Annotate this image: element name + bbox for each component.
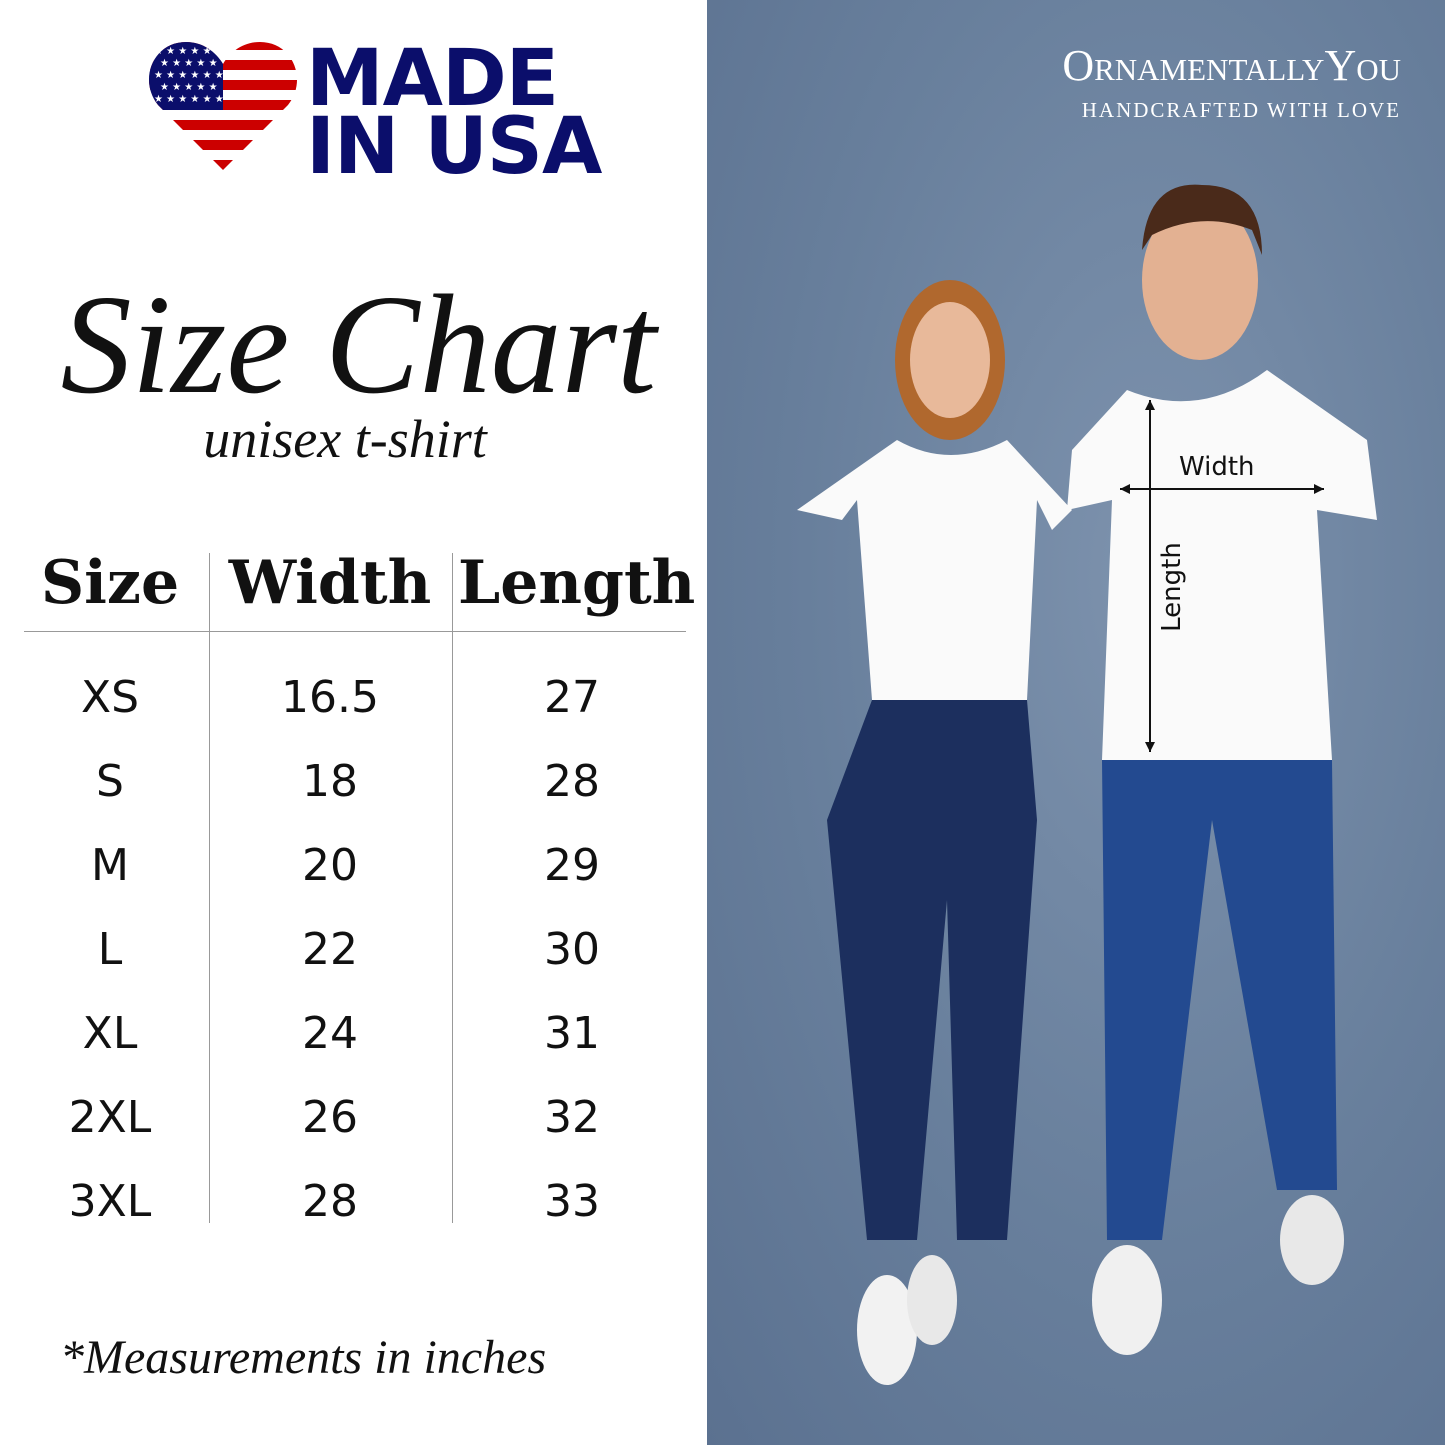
size-cell: 2XL (68, 1092, 152, 1143)
svg-text:★ ★ ★ ★ ★: ★ ★ ★ ★ ★ (160, 58, 218, 69)
made-label: MADE (306, 34, 559, 124)
svg-text:★ ★ ★ ★ ★ ★: ★ ★ ★ ★ ★ ★ (154, 70, 224, 81)
us-flag-heart-icon: ★ ★ ★ ★ ★ ★★ ★ ★ ★ ★ ★ ★ ★ ★ ★ ★★ ★ ★ ★ … (148, 42, 298, 170)
in-usa-label: IN USA (306, 102, 602, 192)
brand-tagline: HANDCRAFTED WITH LOVE (1081, 98, 1401, 122)
size-cell: XL (82, 1008, 138, 1059)
length-cell: 31 (544, 1008, 600, 1059)
width-cell: 18 (302, 756, 358, 807)
width-cell: 24 (302, 1008, 358, 1059)
svg-text:★ ★ ★ ★ ★ ★: ★ ★ ★ ★ ★ ★ (154, 94, 224, 105)
width-annotation: Width (1179, 452, 1255, 482)
page-title: Size Chart (60, 265, 657, 423)
length-cell: 28 (544, 756, 600, 807)
column-divider (452, 553, 453, 1223)
size-cell: 3XL (68, 1176, 152, 1227)
size-cell: XS (80, 672, 140, 723)
svg-text:★ ★ ★ ★ ★ ★: ★ ★ ★ ★ ★ ★ (154, 46, 224, 57)
column-divider (209, 553, 210, 1223)
length-cell: 29 (544, 840, 600, 891)
size-cell: L (97, 924, 123, 975)
width-cell: 20 (302, 840, 358, 891)
width-cell: 22 (302, 924, 358, 975)
width-cell: 26 (302, 1092, 358, 1143)
svg-text:★ ★ ★ ★ ★: ★ ★ ★ ★ ★ (160, 82, 218, 93)
length-annotation: Length (1156, 542, 1187, 632)
length-cell: 30 (544, 924, 600, 975)
header-length: Length (458, 548, 696, 618)
size-chart-panel: ★ ★ ★ ★ ★ ★ ★ ★ ★ ★ ★ ★ ★ ★ ★ ★ ★ ★ ★ ★ ★ … (0, 0, 707, 1445)
header-divider (24, 631, 686, 632)
length-cell: 33 (544, 1176, 600, 1227)
width-cell: 16.5 (281, 672, 379, 723)
length-cell: 32 (544, 1092, 600, 1143)
measurement-note: *Measurements in inches (60, 1331, 547, 1384)
length-cell: 27 (544, 672, 600, 723)
page-subtitle: unisex t-shirt (203, 409, 487, 469)
header-width: Width (228, 548, 432, 618)
size-cell: S (96, 756, 124, 807)
models-illustration (797, 184, 1377, 1385)
width-cell: 28 (302, 1176, 358, 1227)
model-photo: OrnamentallyYou HANDCRAFTED WITH LOVE Wi… (707, 0, 1445, 1445)
size-cell: M (91, 840, 129, 891)
header-size: Size (40, 548, 180, 618)
brand-name: OrnamentallyYou (1062, 41, 1401, 90)
